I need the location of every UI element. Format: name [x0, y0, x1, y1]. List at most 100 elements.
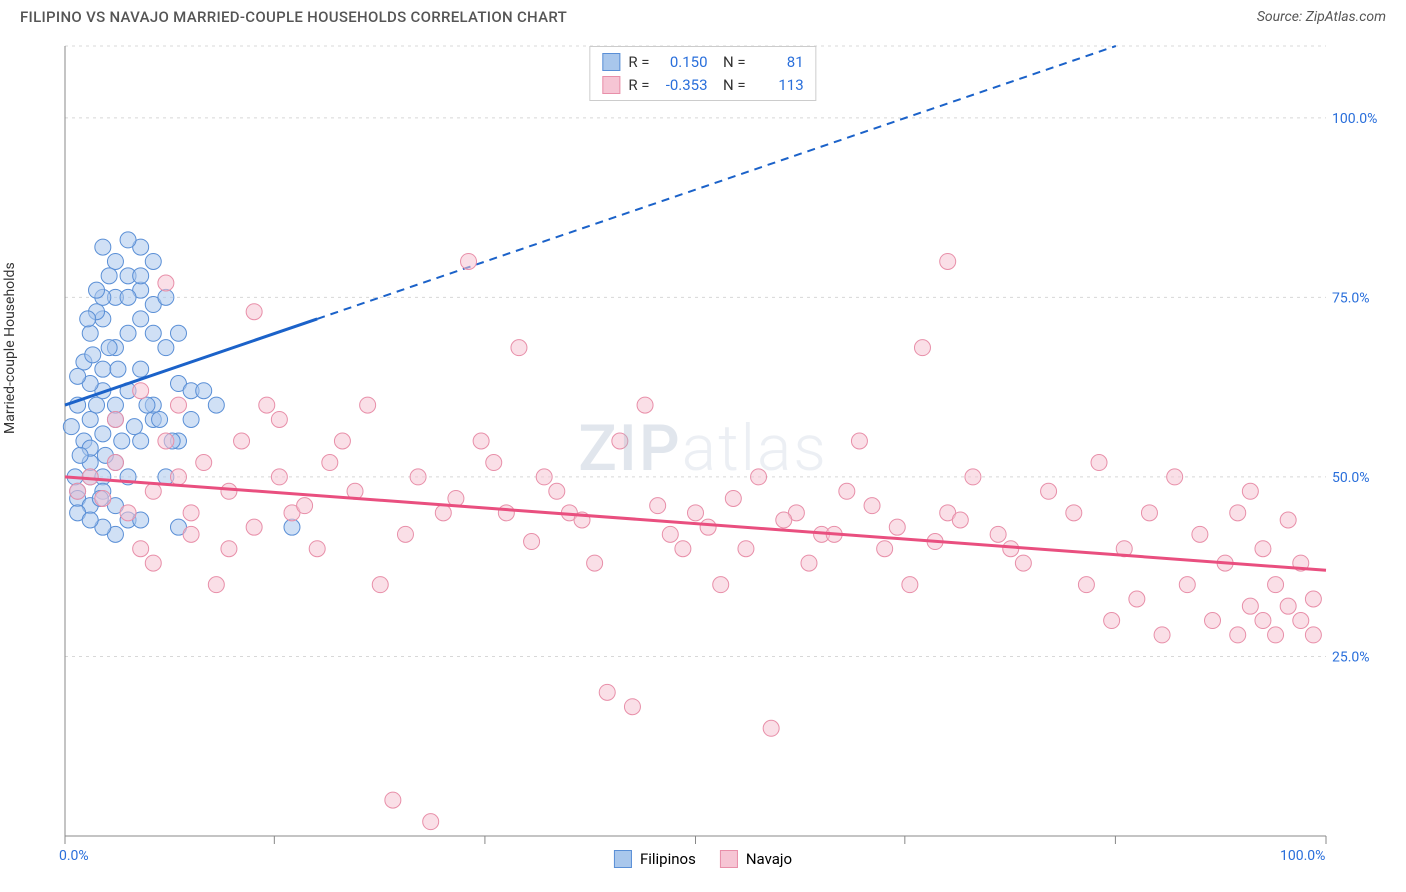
scatter-point	[259, 397, 275, 413]
scatter-point	[763, 720, 779, 736]
scatter-point	[473, 433, 489, 449]
y-axis-label: Married-couple Households	[2, 262, 18, 434]
scatter-point	[1305, 591, 1321, 607]
scatter-point	[133, 541, 149, 557]
scatter-point	[990, 526, 1006, 542]
scatter-point	[397, 526, 413, 542]
scatter-point	[110, 361, 126, 377]
scatter-point	[700, 519, 716, 535]
scatter-point	[120, 505, 136, 521]
legend-swatch	[720, 850, 738, 868]
legend-label: Filipinos	[640, 850, 696, 868]
scatter-point	[208, 397, 224, 413]
scatter-point	[82, 325, 98, 341]
scatter-point	[133, 383, 149, 399]
r-label: R =	[628, 74, 649, 97]
scatter-point	[80, 311, 96, 327]
scatter-point	[89, 397, 105, 413]
scatter-point	[599, 684, 615, 700]
scatter-point	[864, 498, 880, 514]
source-label: Source: ZipAtlas.com	[1257, 9, 1386, 25]
scatter-point	[587, 555, 603, 571]
scatter-point	[662, 526, 678, 542]
scatter-point	[133, 311, 149, 327]
scatter-point	[95, 239, 111, 255]
legend-item: Navajo	[720, 850, 792, 868]
chart-svg: 25.0%50.0%75.0%100.0%	[20, 40, 1386, 872]
legend-label: Navajo	[746, 850, 792, 868]
scatter-point	[133, 268, 149, 284]
scatter-point	[170, 325, 186, 341]
scatter-point	[120, 289, 136, 305]
scatter-point	[196, 455, 212, 471]
scatter-point	[1293, 613, 1309, 629]
scatter-point	[1091, 455, 1107, 471]
scatter-point	[1255, 613, 1271, 629]
scatter-point	[637, 397, 653, 413]
scatter-point	[940, 253, 956, 269]
scatter-point	[1205, 613, 1221, 629]
n-value: 81	[754, 51, 804, 74]
scatter-point	[70, 483, 86, 499]
scatter-point	[183, 505, 199, 521]
scatter-point	[1078, 577, 1094, 593]
y-grid-label: 100.0%	[1332, 111, 1377, 127]
scatter-point	[688, 505, 704, 521]
scatter-point	[133, 361, 149, 377]
n-label: N =	[716, 74, 746, 97]
scatter-point	[524, 534, 540, 550]
scatter-point	[1066, 505, 1082, 521]
scatter-point	[612, 433, 628, 449]
scatter-point	[776, 512, 792, 528]
scatter-point	[1230, 505, 1246, 521]
scatter-point	[334, 433, 350, 449]
scatter-point	[1268, 627, 1284, 643]
legend-item: Filipinos	[614, 850, 696, 868]
scatter-point	[1242, 598, 1258, 614]
scatter-point	[372, 577, 388, 593]
scatter-point	[1305, 627, 1321, 643]
scatter-point	[221, 483, 237, 499]
scatter-point	[423, 814, 439, 830]
scatter-point	[133, 433, 149, 449]
scatter-point	[139, 397, 155, 413]
scatter-point	[158, 289, 174, 305]
scatter-point	[107, 411, 123, 427]
scatter-point	[851, 433, 867, 449]
r-value: 0.150	[658, 51, 708, 74]
y-grid-label: 25.0%	[1332, 649, 1370, 665]
x-axis-min-label: 0.0%	[59, 848, 89, 864]
n-value: 113	[754, 74, 804, 97]
scatter-point	[713, 577, 729, 593]
correlation-legend: R =0.150 N =81R = -0.353 N = 113	[589, 46, 816, 101]
scatter-point	[738, 541, 754, 557]
scatter-point	[126, 419, 142, 435]
scatter-point	[158, 340, 174, 356]
legend-swatch	[602, 53, 620, 71]
scatter-point	[82, 512, 98, 528]
scatter-point	[486, 455, 502, 471]
scatter-point	[95, 361, 111, 377]
scatter-point	[410, 469, 426, 485]
scatter-point	[145, 483, 161, 499]
scatter-point	[271, 469, 287, 485]
scatter-point	[902, 577, 918, 593]
scatter-point	[511, 340, 527, 356]
scatter-point	[498, 505, 514, 521]
scatter-point	[536, 469, 552, 485]
scatter-point	[82, 411, 98, 427]
scatter-point	[1154, 627, 1170, 643]
scatter-point	[183, 526, 199, 542]
scatter-point	[63, 419, 79, 435]
corr-legend-row: R =0.150 N =81	[602, 51, 803, 74]
scatter-point	[114, 433, 130, 449]
scatter-point	[107, 253, 123, 269]
scatter-point	[284, 519, 300, 535]
scatter-point	[751, 469, 767, 485]
scatter-point	[246, 304, 262, 320]
scatter-point	[1041, 483, 1057, 499]
scatter-point	[145, 325, 161, 341]
scatter-point	[385, 792, 401, 808]
r-value: -0.353	[658, 74, 708, 97]
scatter-point	[120, 325, 136, 341]
